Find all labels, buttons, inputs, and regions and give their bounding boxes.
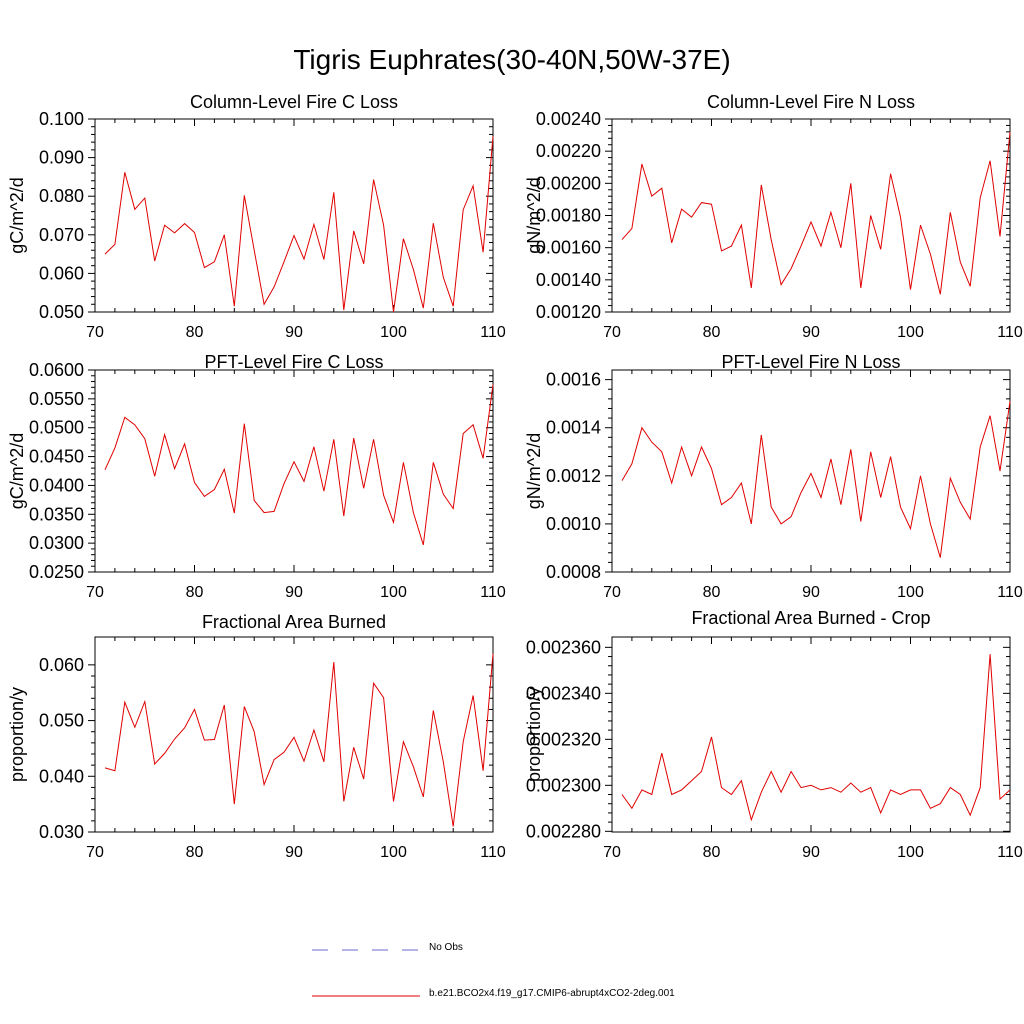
y-tick-label: 0.002300 bbox=[526, 775, 601, 795]
x-tick-label: 70 bbox=[86, 584, 104, 601]
y-tick-label: 0.00160 bbox=[536, 238, 601, 258]
x-tick-label: 90 bbox=[802, 584, 820, 601]
y-tick-label: 0.00220 bbox=[536, 141, 601, 161]
series-line-model bbox=[621, 131, 1011, 295]
y-tick-label: 0.0400 bbox=[29, 475, 84, 495]
y-tick-label: 0.0014 bbox=[546, 418, 601, 438]
x-tick-label: 100 bbox=[897, 844, 924, 861]
x-tick-label: 110 bbox=[480, 324, 506, 341]
y-tick-label: 0.100 bbox=[39, 109, 84, 129]
series-line-model bbox=[104, 384, 494, 546]
y-tick-label: 0.0016 bbox=[546, 370, 601, 390]
x-tick-label: 70 bbox=[86, 324, 104, 341]
x-tick-label: 100 bbox=[380, 584, 407, 601]
series-line-model bbox=[104, 136, 494, 313]
series-line-model bbox=[621, 654, 1011, 822]
y-tick-label: 0.002280 bbox=[526, 821, 601, 841]
x-tick-label: 110 bbox=[997, 584, 1023, 601]
y-tick-label: 0.0450 bbox=[29, 447, 84, 467]
y-tick-label: 0.090 bbox=[39, 148, 84, 168]
legend-obs: No Obs bbox=[0, 940, 1024, 960]
y-tick-label: 0.0600 bbox=[29, 360, 84, 380]
x-tick-label: 80 bbox=[186, 584, 204, 601]
x-tick-label: 100 bbox=[897, 324, 924, 341]
x-tick-label: 110 bbox=[997, 324, 1023, 341]
y-axis-label: gC/m^2/d bbox=[7, 177, 27, 253]
series-line-model bbox=[104, 653, 494, 827]
legend-model: b.e21.BCO2x4.f19_g17.CMIP6-abrupt4xCO2-2… bbox=[0, 986, 1024, 1006]
y-tick-label: 0.0012 bbox=[546, 466, 601, 486]
y-tick-label: 0.00200 bbox=[536, 173, 601, 193]
panel-title: Fractional Area Burned - Crop bbox=[691, 608, 930, 628]
y-tick-label: 0.070 bbox=[39, 225, 84, 245]
y-tick-label: 0.0008 bbox=[546, 562, 601, 582]
x-tick-label: 70 bbox=[603, 324, 621, 341]
y-tick-label: 0.00240 bbox=[536, 109, 601, 129]
y-tick-label: 0.0010 bbox=[546, 514, 601, 534]
x-tick-label: 110 bbox=[997, 844, 1023, 861]
x-tick-label: 90 bbox=[285, 844, 303, 861]
y-tick-label: 0.00140 bbox=[536, 270, 601, 290]
panel-title: Fractional Area Burned bbox=[202, 612, 386, 632]
y-axis-label: gC/m^2/d bbox=[7, 433, 27, 509]
y-tick-label: 0.002340 bbox=[526, 683, 601, 703]
y-tick-label: 0.060 bbox=[39, 655, 84, 675]
y-tick-label: 0.002360 bbox=[526, 637, 601, 657]
x-tick-label: 90 bbox=[802, 324, 820, 341]
panel-title: Column-Level Fire C Loss bbox=[190, 92, 398, 112]
x-tick-label: 80 bbox=[703, 324, 721, 341]
y-tick-label: 0.0550 bbox=[29, 389, 84, 409]
series-line-model bbox=[621, 401, 1011, 558]
y-tick-label: 0.0300 bbox=[29, 533, 84, 553]
x-tick-label: 90 bbox=[802, 844, 820, 861]
x-tick-label: 110 bbox=[480, 584, 506, 601]
x-tick-label: 100 bbox=[380, 844, 407, 861]
panel-title: PFT-Level Fire N Loss bbox=[721, 352, 900, 372]
x-tick-label: 100 bbox=[380, 324, 407, 341]
panel-title: Column-Level Fire N Loss bbox=[707, 92, 915, 112]
y-tick-label: 0.00120 bbox=[536, 302, 601, 322]
y-tick-label: 0.00180 bbox=[536, 206, 601, 226]
y-tick-label: 0.002320 bbox=[526, 729, 601, 749]
x-tick-label: 110 bbox=[480, 844, 506, 861]
figure-title: Tigris Euphrates(30-40N,50W-37E) bbox=[293, 44, 731, 75]
x-tick-label: 90 bbox=[285, 584, 303, 601]
y-tick-label: 0.060 bbox=[39, 263, 84, 283]
y-tick-label: 0.050 bbox=[39, 302, 84, 322]
y-tick-label: 0.040 bbox=[39, 766, 84, 786]
panel-title: PFT-Level Fire C Loss bbox=[204, 352, 383, 372]
y-axis-label: gN/m^2/d bbox=[524, 177, 544, 253]
plot-frame bbox=[611, 636, 1011, 833]
y-tick-label: 0.030 bbox=[39, 822, 84, 842]
x-tick-label: 70 bbox=[86, 844, 104, 861]
x-tick-label: 80 bbox=[703, 844, 721, 861]
legend-obs-label: No Obs bbox=[429, 942, 463, 953]
y-tick-label: 0.0350 bbox=[29, 504, 84, 524]
y-axis-label: gN/m^2/d bbox=[524, 433, 544, 509]
legend-model-label: b.e21.BCO2x4.f19_g17.CMIP6-abrupt4xCO2-2… bbox=[429, 988, 675, 999]
x-tick-label: 100 bbox=[897, 584, 924, 601]
y-tick-label: 0.080 bbox=[39, 186, 84, 206]
x-tick-label: 80 bbox=[703, 584, 721, 601]
x-tick-label: 70 bbox=[603, 584, 621, 601]
y-tick-label: 0.0500 bbox=[29, 418, 84, 438]
x-tick-label: 70 bbox=[603, 844, 621, 861]
x-tick-label: 80 bbox=[186, 324, 204, 341]
y-axis-label: proportion/y bbox=[7, 687, 27, 782]
x-tick-label: 80 bbox=[186, 844, 204, 861]
y-axis-label: proportion/y bbox=[524, 687, 544, 782]
x-tick-label: 90 bbox=[285, 324, 303, 341]
y-tick-label: 0.0250 bbox=[29, 562, 84, 582]
y-tick-label: 0.050 bbox=[39, 711, 84, 731]
